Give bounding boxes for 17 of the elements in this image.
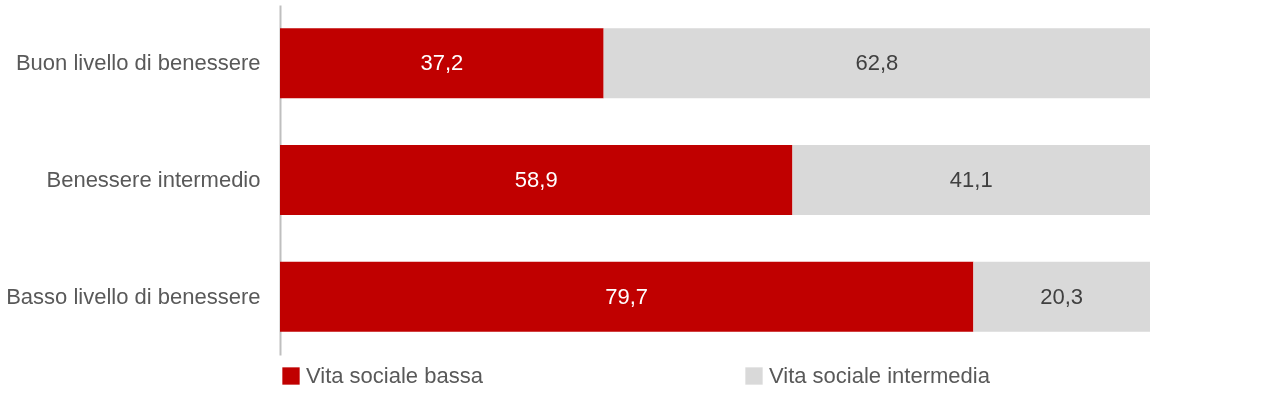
data-label: 41,1 [949, 167, 993, 192]
data-label: 58,9 [514, 167, 558, 192]
bar [792, 145, 1150, 215]
legend-label: Vita sociale intermedia [769, 363, 991, 388]
y-tick-label: Benessere intermedio [46, 167, 261, 192]
y-tick-label: Basso livello di benessere [6, 283, 261, 309]
bar [280, 145, 793, 215]
bar [280, 261, 974, 332]
bar [280, 28, 604, 99]
bar [603, 28, 1150, 99]
data-label: 62,8 [855, 50, 899, 76]
bar [973, 261, 1150, 332]
y-tick-label: Buon livello di benessere [15, 50, 261, 76]
data-label: 37,2 [420, 50, 464, 76]
data-label: 20,3 [1040, 283, 1084, 309]
data-label: 79,7 [605, 283, 649, 309]
legend-label: Vita sociale bassa [306, 363, 484, 388]
